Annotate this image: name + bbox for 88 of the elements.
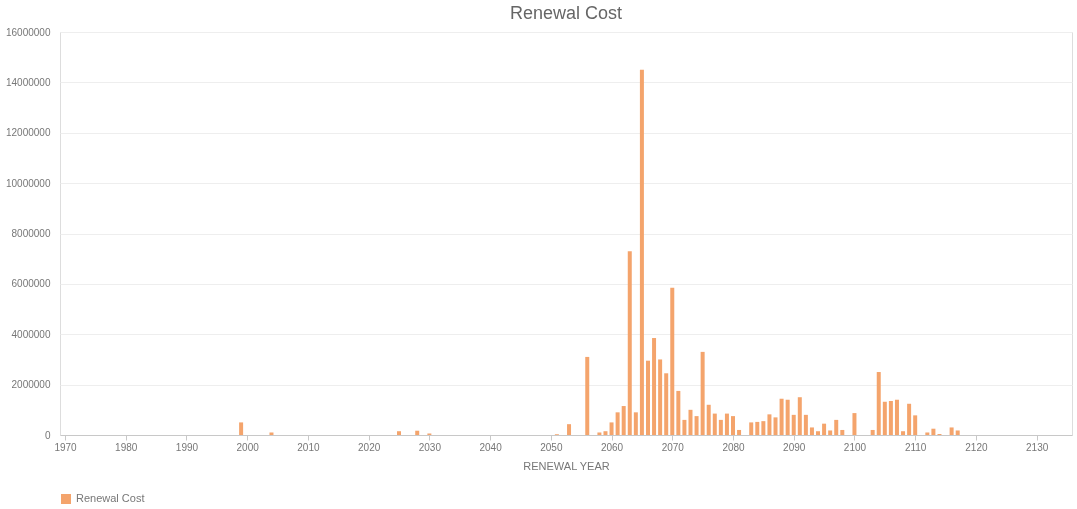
bar xyxy=(682,419,687,435)
bar xyxy=(767,414,772,435)
bar xyxy=(585,356,590,435)
bar xyxy=(779,398,784,435)
y-tick-label: 2000000 xyxy=(11,379,51,391)
bar xyxy=(925,432,930,435)
y-tick-label: 12000000 xyxy=(6,127,51,139)
bar xyxy=(822,423,827,435)
bar xyxy=(397,431,401,435)
bar xyxy=(852,413,857,435)
x-tick-label: 2020 xyxy=(358,441,381,453)
bar xyxy=(840,429,845,435)
bar xyxy=(621,406,626,435)
y-tick-label: 6000000 xyxy=(11,278,51,290)
bar xyxy=(834,419,839,435)
x-tick-label: 1990 xyxy=(175,441,199,453)
bar xyxy=(913,415,918,435)
y-tick-label: 16000000 xyxy=(6,26,51,38)
bar xyxy=(955,430,960,435)
x-tick-label: 2010 xyxy=(297,441,320,453)
bar xyxy=(718,419,723,435)
x-axis-title: RENEWAL YEAR xyxy=(523,459,610,472)
bar xyxy=(603,431,608,435)
bar xyxy=(706,404,711,435)
bar xyxy=(791,414,796,435)
bar xyxy=(931,428,936,435)
bar xyxy=(901,431,906,435)
bar xyxy=(239,422,244,435)
bar xyxy=(907,403,912,435)
y-tick-label: 10000000 xyxy=(6,177,51,189)
bar xyxy=(639,69,644,435)
bar xyxy=(870,429,875,435)
bar xyxy=(797,397,802,435)
y-tick-label: 8000000 xyxy=(11,228,51,239)
bar xyxy=(652,338,657,435)
bar xyxy=(633,412,638,435)
bar xyxy=(816,431,821,435)
chart-title: Renewal Cost xyxy=(509,3,623,23)
bar xyxy=(688,409,693,435)
bar xyxy=(803,414,808,435)
bar xyxy=(694,416,699,435)
x-tick-label: 2070 xyxy=(661,441,685,453)
bar xyxy=(724,413,729,435)
x-tick-label: 2040 xyxy=(479,441,503,453)
bar xyxy=(609,422,614,435)
bar xyxy=(882,401,887,435)
bar xyxy=(597,432,602,435)
x-tick-label: 2110 xyxy=(904,441,927,453)
bar xyxy=(773,417,778,435)
y-tick-label: 14000000 xyxy=(6,76,51,88)
bar xyxy=(670,287,675,435)
bar xyxy=(676,390,681,435)
bar xyxy=(828,430,833,435)
bar xyxy=(749,422,754,435)
x-tick-label: 2090 xyxy=(783,441,806,453)
bar xyxy=(415,430,420,435)
x-tick-label: 2050 xyxy=(540,441,563,453)
y-tick-label: 0 xyxy=(44,429,51,441)
bar xyxy=(949,427,954,435)
bar xyxy=(700,351,705,435)
x-tick-label: 2080 xyxy=(722,441,746,453)
bar xyxy=(731,416,735,435)
bar xyxy=(567,424,572,435)
y-tick-label: 4000000 xyxy=(11,328,51,340)
x-tick-label: 2000 xyxy=(236,441,260,453)
bar xyxy=(761,421,766,435)
bar xyxy=(645,360,650,435)
bar xyxy=(615,412,620,435)
bar xyxy=(658,359,663,435)
x-tick-label: 2120 xyxy=(965,441,988,453)
bar xyxy=(876,372,881,435)
bar xyxy=(894,399,899,435)
bar xyxy=(785,399,790,435)
bar xyxy=(269,432,274,435)
bar xyxy=(627,251,632,435)
x-tick-label: 1980 xyxy=(115,441,138,453)
bar xyxy=(888,401,893,435)
bar xyxy=(664,373,669,435)
legend-label: Renewal Cost xyxy=(76,492,145,504)
x-tick-label: 2030 xyxy=(418,441,442,453)
x-tick-label: 1970 xyxy=(54,441,78,453)
x-tick-label: 2130 xyxy=(1026,441,1049,453)
bar xyxy=(737,429,742,435)
bar xyxy=(809,427,814,435)
x-tick-label: 2060 xyxy=(600,441,624,453)
bar xyxy=(755,421,760,435)
bar xyxy=(712,413,717,435)
x-tick-label: 2100 xyxy=(843,441,867,453)
